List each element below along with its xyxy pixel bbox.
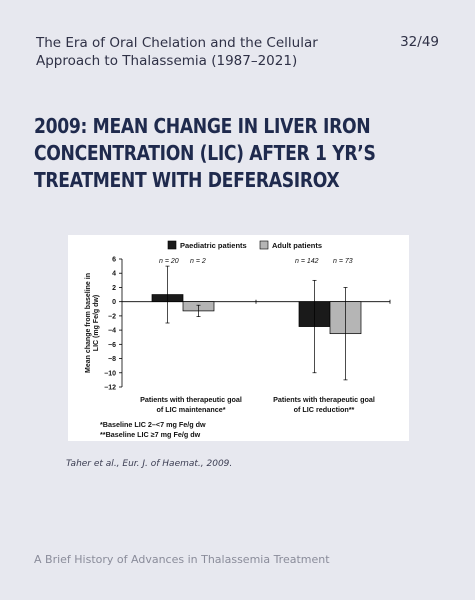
chart-card: Paediatric patients Adult patients Mean … bbox=[68, 235, 409, 441]
y-tick-label: −4 bbox=[108, 328, 116, 335]
y-tick-label: −6 bbox=[108, 342, 116, 349]
page-number: 32/49 bbox=[400, 34, 439, 50]
y-tick-label: −12 bbox=[104, 385, 116, 392]
slide-title: 2009: Mean change in liver iron concentr… bbox=[34, 114, 376, 192]
legend-label-paediatric: Paediatric patients bbox=[180, 241, 247, 250]
legend-swatch-adult bbox=[259, 240, 269, 250]
category-label: Patients with therapeutic goal bbox=[273, 395, 375, 404]
y-tick-label: −10 bbox=[104, 370, 116, 377]
y-tick-label: −2 bbox=[108, 313, 116, 320]
n-label: n = 142 bbox=[295, 258, 319, 265]
y-tick-label: 2 bbox=[112, 285, 116, 292]
footnote: **Baseline LIC ≥7 mg Fe/g dw bbox=[100, 430, 201, 439]
citation: Taher et al., Eur. J. of Haemat., 2009. bbox=[66, 459, 233, 469]
n-label: n = 73 bbox=[333, 258, 353, 265]
category-label: of LIC reduction** bbox=[294, 405, 355, 414]
y-tick-label: −8 bbox=[108, 356, 116, 363]
category-label: of LIC maintenance* bbox=[156, 405, 225, 414]
n-label: n = 20 bbox=[159, 258, 179, 265]
legend-swatch-paediatric bbox=[167, 240, 177, 250]
y-axis-label-line1: Mean change from baseline in bbox=[85, 273, 92, 373]
category-label: Patients with therapeutic goal bbox=[140, 395, 242, 404]
footnote: *Baseline LIC 2–<7 mg Fe/g dw bbox=[100, 420, 206, 429]
y-axis-label-line2: LIC (mg Fe/g dw) bbox=[93, 295, 100, 351]
bar-chart: Paediatric patients Adult patients Mean … bbox=[85, 240, 391, 439]
footer-text: A Brief History of Advances in Thalassem… bbox=[34, 553, 330, 566]
legend-label-adult: Adult patients bbox=[272, 241, 322, 250]
y-tick-label: 0 bbox=[112, 299, 116, 306]
y-tick-label: 4 bbox=[112, 271, 116, 278]
n-label: n = 2 bbox=[190, 258, 206, 265]
presentation-title: The Era of Oral Chelation and the Cellul… bbox=[36, 35, 318, 69]
y-tick-label: 6 bbox=[112, 257, 116, 264]
